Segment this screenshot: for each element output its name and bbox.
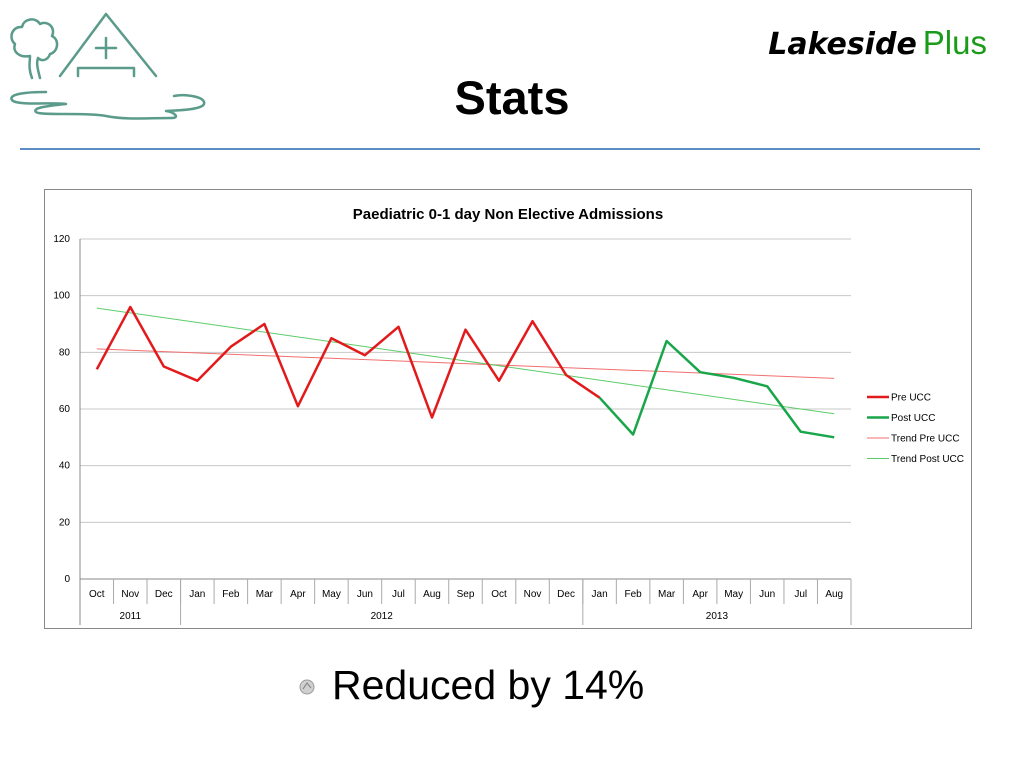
title-divider <box>20 148 980 150</box>
bullet-icon <box>299 679 315 694</box>
y-tick-label: 40 <box>59 461 71 472</box>
slide-title: Stats <box>454 71 570 124</box>
bullet-text: Reduced by 14% <box>332 662 645 708</box>
x-tick-label: May <box>322 589 341 600</box>
y-tick-label: 20 <box>59 517 71 528</box>
x-tick-label: Aug <box>825 589 843 600</box>
legend-label: Trend Post UCC <box>891 454 964 465</box>
x-year-label: 2012 <box>371 611 394 622</box>
y-tick-label: 60 <box>59 404 71 415</box>
legend-label: Trend Pre UCC <box>891 434 960 445</box>
x-tick-label: Sep <box>457 589 475 600</box>
x-tick-label: Jun <box>357 589 373 600</box>
line-chart: Paediatric 0-1 day Non Elective Admissio… <box>53 206 964 625</box>
water-icon <box>10 90 206 120</box>
series-trend-post-ucc-line <box>96 307 835 415</box>
tree-icon <box>10 18 59 80</box>
y-tick-label: 120 <box>53 234 70 245</box>
x-tick-label: Mar <box>658 589 676 600</box>
x-tick-label: Jun <box>759 589 775 600</box>
x-tick-label: Mar <box>256 589 274 600</box>
x-tick-label: Feb <box>222 589 240 600</box>
series-post-ucc-line <box>598 339 835 439</box>
brand-name-lakeside: Lakeside <box>768 27 917 62</box>
x-tick-label: Jan <box>592 589 608 600</box>
x-tick-label: Jul <box>794 589 807 600</box>
brand-name-plus: Plus <box>922 24 987 61</box>
x-tick-label: Oct <box>89 589 105 600</box>
series-pre-ucc-line <box>95 305 601 419</box>
bullet-point: Reduced by 14% <box>296 662 644 709</box>
legend-label: Post UCC <box>891 413 935 424</box>
x-year-label: 2013 <box>706 611 729 622</box>
y-tick-label: 80 <box>59 347 71 358</box>
x-tick-label: Apr <box>692 589 708 600</box>
series-trend-pre-ucc-line <box>96 348 835 379</box>
x-tick-label: May <box>724 589 743 600</box>
x-year-label: 2011 <box>120 611 142 622</box>
legend-label: Pre UCC <box>891 393 931 404</box>
x-tick-label: Nov <box>524 589 542 600</box>
x-tick-label: Aug <box>423 589 441 600</box>
x-tick-label: Jul <box>392 589 405 600</box>
y-tick-label: 100 <box>53 291 70 302</box>
x-tick-label: Dec <box>557 589 575 600</box>
y-tick-label: 0 <box>64 574 70 585</box>
chart-frame: Paediatric 0-1 day Non Elective Admissio… <box>44 189 972 629</box>
x-tick-label: Nov <box>121 589 139 600</box>
x-tick-label: Apr <box>290 589 306 600</box>
x-tick-label: Jan <box>189 589 205 600</box>
x-tick-label: Feb <box>624 589 642 600</box>
lakeside-logo <box>10 12 206 120</box>
x-tick-label: Dec <box>155 589 173 600</box>
house-icon <box>58 12 158 78</box>
chart-title: Paediatric 0-1 day Non Elective Admissio… <box>353 206 663 223</box>
brand-wordmark: Lakeside Plus <box>768 24 987 62</box>
x-tick-label: Oct <box>491 589 507 600</box>
